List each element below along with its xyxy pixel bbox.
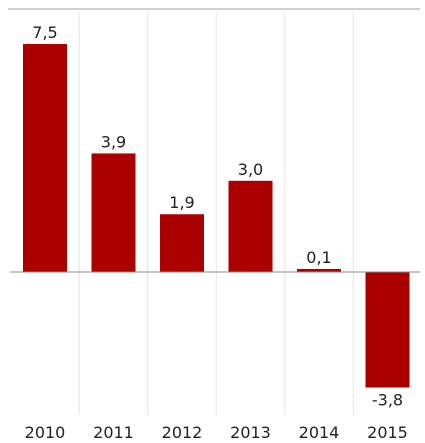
x-tick-label-2010: 2010 [25,423,66,442]
data-label-2015: -3,8 [372,391,403,410]
bar-2011 [91,153,136,272]
data-labels-group: 7,5 3,9 1,9 3,0 0,1 -3,8 [32,23,403,410]
x-tick-labels-group: 2010 2011 2012 2013 2014 2015 [25,423,408,442]
bar-2010 [23,44,67,272]
data-label-2014: 0,1 [306,248,331,267]
bars-group [23,44,410,388]
data-label-2013: 3,0 [238,160,263,179]
x-tick-label-2012: 2012 [162,423,203,442]
x-tick-label-2015: 2015 [367,423,408,442]
data-label-2010: 7,5 [32,23,57,42]
bar-2013 [228,180,273,272]
x-tick-label-2013: 2013 [230,423,271,442]
bar-2014 [297,268,341,272]
x-tick-label-2011: 2011 [93,423,134,442]
data-label-2012: 1,9 [169,193,194,212]
data-label-2011: 3,9 [101,132,126,151]
bar-2012 [160,214,204,272]
gridlines [78,12,354,415]
bar-2015 [365,272,410,388]
x-tick-label-2014: 2014 [299,423,340,442]
